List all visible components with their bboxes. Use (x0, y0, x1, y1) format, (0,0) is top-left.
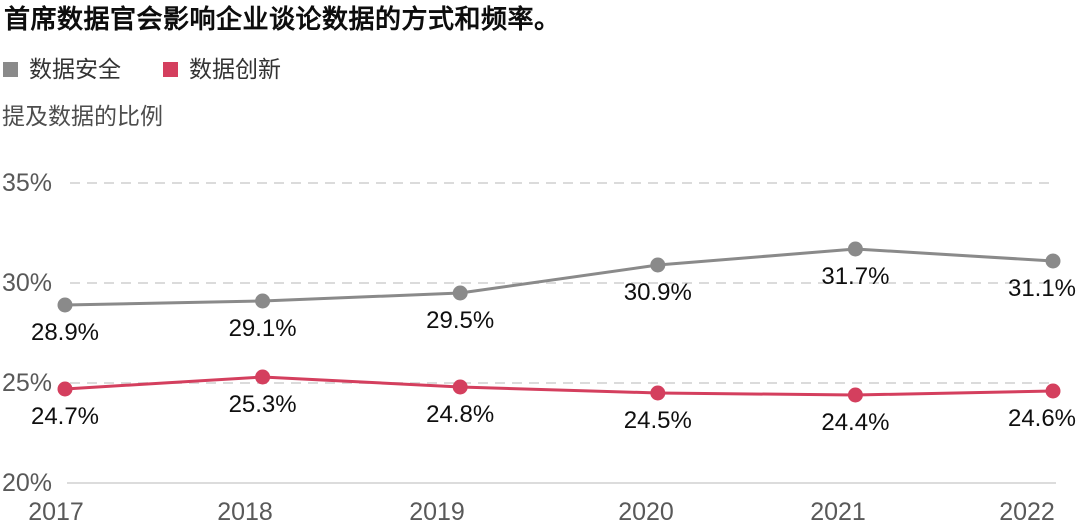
innovation-point-label: 24.5% (624, 407, 692, 434)
innovation-line (63, 375, 1055, 397)
security-point-label: 31.1% (1008, 275, 1076, 302)
innovation-point (255, 369, 271, 385)
innovation-point-label: 24.4% (821, 409, 889, 436)
x-tick-label-2019: 2019 (409, 498, 465, 524)
security-point (255, 293, 271, 309)
legend-item-data-security: 数据安全 (3, 58, 121, 81)
security-point-label: 29.1% (229, 315, 297, 342)
x-tick-label-2017: 2017 (28, 498, 84, 524)
y-axis-title: 提及数据的比例 (2, 103, 163, 129)
x-tick-label-2018: 2018 (217, 498, 273, 524)
y-tick-label: 20% (2, 469, 52, 497)
security-point (57, 297, 73, 313)
innovation-point (650, 385, 666, 401)
chart-title: 首席数据官会影响企业谈论数据的方式和频率。 (4, 4, 561, 34)
line-chart: 35% 30% 25% 20% 28.9% 29.1% 29.5% 30.9% 31.7% 31.… (2, 169, 1076, 524)
legend-label-security: 数据安全 (29, 56, 121, 82)
security-swatch-icon (3, 62, 18, 77)
security-point-label: 28.9% (31, 319, 99, 346)
innovation-point-label: 24.6% (1008, 405, 1076, 432)
y-tick-label: 25% (2, 369, 52, 397)
x-tick-label-2020: 2020 (618, 498, 674, 524)
innovation-point (452, 379, 468, 395)
security-point-label: 31.7% (821, 263, 889, 290)
x-tick-label-2021: 2021 (810, 498, 866, 524)
security-point (650, 257, 666, 273)
innovation-point-label: 25.3% (229, 391, 297, 418)
security-point-label: 30.9% (624, 279, 692, 306)
y-tick-label: 30% (2, 269, 52, 297)
legend: 数据安全 数据创新 (3, 58, 281, 81)
security-line (63, 247, 1055, 307)
security-point-label: 29.5% (426, 307, 494, 334)
innovation-point (847, 387, 863, 403)
innovation-point (1045, 383, 1061, 399)
innovation-point (57, 381, 73, 397)
innovation-point-label: 24.8% (426, 401, 494, 428)
security-point (847, 241, 863, 257)
legend-item-data-innovation: 数据创新 (163, 58, 281, 81)
innovation-swatch-icon (163, 62, 178, 77)
y-tick-label: 35% (2, 169, 52, 197)
security-point (1045, 253, 1061, 269)
innovation-point-label: 24.7% (31, 403, 99, 430)
legend-label-innovation: 数据创新 (189, 56, 281, 82)
security-point (452, 285, 468, 301)
x-tick-label-2022: 2022 (999, 498, 1055, 524)
